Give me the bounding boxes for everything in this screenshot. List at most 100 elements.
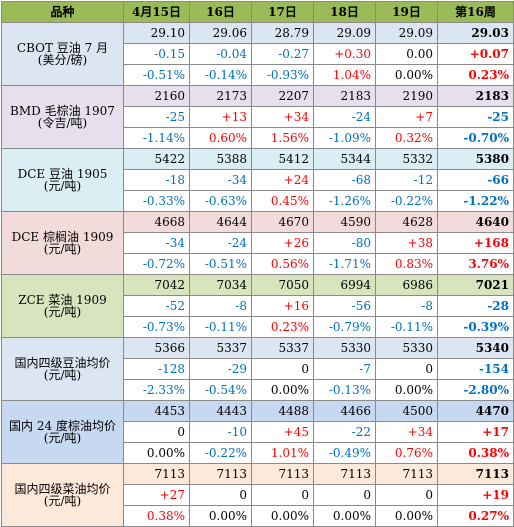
percent-cell: 0.00% [313,505,376,527]
price-cell: 4668 [123,211,190,233]
price-cell: 7113 [437,463,514,485]
percent-cell: 0.00% [251,505,314,527]
price-cell: 5388 [189,148,252,170]
change-cell: 0 [123,421,190,443]
percent-cell: 1.56% [251,127,314,149]
percent-cell: 0.00% [375,505,438,527]
percent-cell: -0.73% [123,316,190,338]
price-cell: 2183 [437,85,514,107]
change-cell: -52 [123,295,190,317]
percent-cell: -0.51% [123,64,190,86]
price-cell: 5344 [313,148,376,170]
commodity-title: DCE 豆油 1905 [17,167,108,181]
percent-cell: -0.70% [437,127,514,149]
table-row: 国内四级豆油均价 (元/吨) 5366 5337 5337 5330 5330 5340 [1,337,514,401]
header-cell: 16日 [189,1,252,23]
commodity-title: CBOT 豆油 7 月 [16,41,109,55]
percent-cell: -0.49% [313,442,376,464]
table-row: 0 -10 +45 -22 +34 +17 [2,421,514,443]
commodity-title: ZCE 菜油 1909 [18,293,107,307]
percent-cell: -0.72% [123,253,190,275]
price-cell: 2173 [189,85,252,107]
commodity-unit: (元/吨) [43,431,82,445]
commodity-name: BMD 毛棕油 1907 (令吉/吨) [1,85,124,149]
commodity-title: DCE 棕榈油 1909 [11,230,114,244]
change-cell: -24 [189,232,252,254]
price-cell: 2207 [251,85,314,107]
change-cell: -12 [375,169,438,191]
change-cell: -34 [123,232,190,254]
price-cell: 29.03 [437,22,514,44]
price-cell: 28.79 [251,22,314,44]
change-cell: +26 [251,232,314,254]
change-cell: -25 [437,106,514,128]
price-cell: 5340 [437,337,514,359]
percent-cell: -1.14% [123,127,190,149]
percent-cell: -0.11% [375,316,438,338]
change-cell: -56 [313,295,376,317]
percent-cell: -0.79% [313,316,376,338]
commodity-title: 国内 24 度棕油均价 [9,419,116,433]
commodity-name: CBOT 豆油 7 月 (美分/磅) [1,22,124,86]
percent-cell: 0.00% [375,379,438,401]
percent-cell: 0.38% [123,505,190,527]
price-cell: 7050 [251,274,314,296]
table-row: -52 -8 +16 -56 -8 -28 [2,295,514,317]
price-cell: 2183 [313,85,376,107]
percent-cell: -1.71% [313,253,376,275]
price-cell: 29.06 [189,22,252,44]
price-cell: 5412 [251,148,314,170]
change-cell: -28 [437,295,514,317]
commodity-name: ZCE 菜油 1909 (元/吨) [1,274,124,338]
price-cell: 2190 [375,85,438,107]
price-cell: 5332 [375,148,438,170]
percent-cell: -0.14% [189,64,252,86]
change-cell: 0 [251,358,314,380]
price-cell: 5330 [313,337,376,359]
price-cell: 4453 [123,400,190,422]
price-cell: 29.09 [375,22,438,44]
header-row: 品种 4月15日 16日 17日 18日 19日 第16周 [1,1,514,23]
change-cell: +24 [251,169,314,191]
price-cell: 4443 [189,400,252,422]
price-cell: 4470 [437,400,514,422]
header-cell: 19日 [375,1,438,23]
header-cell: 18日 [313,1,376,23]
change-cell: -80 [313,232,376,254]
change-cell: -68 [313,169,376,191]
table-row: DCE 豆油 1905 (元/吨) 5422 5388 5412 5344 5332 5380 [1,148,514,212]
percent-cell: 0.76% [375,442,438,464]
commodity-unit: (元/吨) [43,242,82,256]
table-body: CBOT 豆油 7 月 (美分/磅) 29.10 29.06 28.79 29.09 29.… [1,22,514,527]
percent-cell: 1.04% [313,64,376,86]
change-cell: -8 [375,295,438,317]
change-cell: -22 [313,421,376,443]
change-cell: +34 [375,421,438,443]
change-cell: -24 [313,106,376,128]
percent-cell: 0.83% [375,253,438,275]
change-cell: +34 [251,106,314,128]
change-cell: 0 [251,484,314,506]
change-cell: 0 [313,484,376,506]
percent-cell: -0.33% [123,190,190,212]
price-cell: 4488 [251,400,314,422]
price-cell: 7034 [189,274,252,296]
change-cell: +27 [123,484,190,506]
change-cell: +168 [437,232,514,254]
table-row: 国内 24 度棕油均价 (元/吨) 4453 4443 4488 4466 4500 4470 [1,400,514,464]
percent-cell: 0.56% [251,253,314,275]
commodity-title: 国内四级菜油均价 [14,482,111,496]
percent-cell: -0.22% [189,442,252,464]
price-cell: 5380 [437,148,514,170]
commodity-title: BMD 毛棕油 1907 [10,104,115,118]
price-cell: 29.09 [313,22,376,44]
percent-cell: 0.27% [437,505,514,527]
price-cell: 4644 [189,211,252,233]
table-row: -0.15 -0.04 -0.27 +0.30 0.00 +0.07 [2,43,514,65]
price-cell: 4590 [313,211,376,233]
percent-cell: -1.09% [313,127,376,149]
commodity-name: 国内 24 度棕油均价 (元/吨) [1,400,124,464]
price-cell: 5337 [251,337,314,359]
price-cell: 6986 [375,274,438,296]
commodity-name: DCE 棕榈油 1909 (元/吨) [1,211,124,275]
